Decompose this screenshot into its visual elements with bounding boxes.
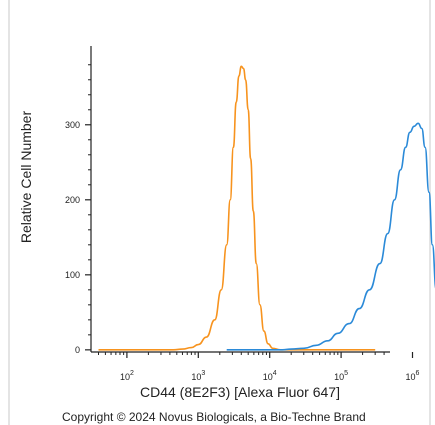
y-tick-label: 0	[75, 345, 80, 355]
series-layer	[98, 65, 435, 351]
panel-left-border	[8, 0, 10, 425]
y-tick-label: 300	[65, 120, 80, 130]
y-axis-title: Relative Cell Number	[18, 111, 34, 244]
y-tick-label: 100	[65, 270, 80, 280]
histogram-line-2	[226, 122, 435, 351]
x-tick-mantissa: 10	[406, 372, 416, 382]
x-tick-mantissa: 10	[120, 372, 130, 382]
x-tick-label: 103	[191, 370, 205, 382]
axes-layer	[90, 46, 390, 353]
y-tick-label: 200	[65, 195, 80, 205]
histogram-line-1	[98, 65, 376, 351]
cropped-top-text-fragment: ▪ ▪▪▪▪▪▪ ▪▪▪▪▪▪▪▪ ▪▪▪▪▪▪▪ ▪▪▪▪▪	[250, 0, 430, 4]
x-tick-mantissa: 10	[191, 372, 201, 382]
copyright-notice: Copyright © 2024 Novus Biologicals, a Bi…	[62, 410, 366, 424]
x-tick-exponent: 4	[273, 370, 277, 377]
x-tick-label: 105	[334, 370, 348, 382]
x-tick-exponent: 6	[416, 370, 420, 377]
x-tick-label: 106	[406, 370, 420, 382]
x-tick-exponent: 3	[201, 370, 205, 377]
x-tick-label: 102	[120, 370, 134, 382]
x-tick-exponent: 2	[130, 370, 134, 377]
x-tick-label: 104	[263, 370, 277, 382]
x-tick-exponent: 5	[344, 370, 348, 377]
x-tick-mantissa: 10	[263, 372, 273, 382]
x-tick-mantissa: 10	[334, 372, 344, 382]
ticks-layer: 0100200300102103104105106107	[65, 64, 420, 382]
x-axis-title: CD44 (8E2F3) [Alexa Fluor 647]	[140, 384, 340, 400]
